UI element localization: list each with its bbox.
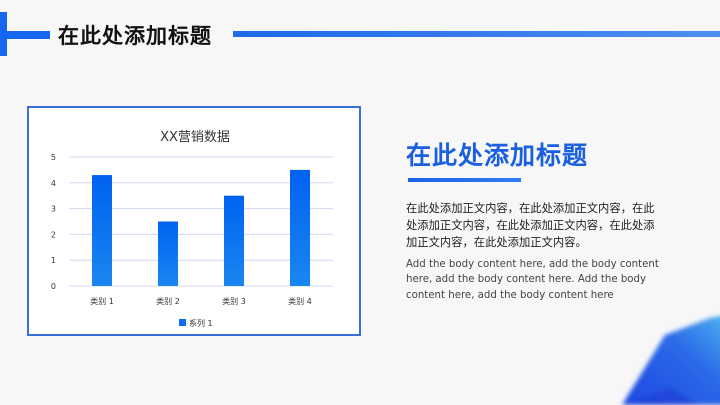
chart-frame: XX营销数据 0 1 2 3 4 5 类别 1 类别 2 类别 3 类别 4 系列 1	[27, 106, 361, 336]
bar	[158, 221, 178, 286]
section-title: 在此处添加标题	[406, 141, 589, 170]
chart-title: XX营销数据	[160, 130, 230, 145]
section-underline	[408, 178, 521, 182]
bar	[224, 195, 244, 286]
x-tick-label: 类别 3	[222, 296, 246, 306]
body-text-en: Add the body content here, add the body …	[406, 259, 659, 301]
x-tick-label: 类别 4	[288, 296, 312, 306]
header-accent-line	[0, 31, 50, 39]
legend-swatch	[179, 319, 186, 326]
x-tick-label: 类别 1	[90, 296, 114, 306]
bar-chart: XX营销数据 0 1 2 3 4 5 类别 1 类别 2 类别 3 类别 4 系列 1	[51, 130, 333, 328]
decorative-cube	[622, 316, 720, 405]
y-tick-label: 0	[51, 282, 56, 291]
y-tick-label: 1	[51, 256, 56, 265]
page-title: 在此处添加标题	[58, 24, 212, 48]
y-tick-label: 3	[51, 205, 56, 214]
y-tick-label: 4	[51, 179, 56, 188]
y-tick-label: 5	[51, 153, 56, 162]
bar	[92, 175, 112, 286]
bar	[290, 169, 310, 286]
legend-label: 系列 1	[189, 318, 213, 328]
header-divider	[233, 31, 720, 37]
y-tick-label: 2	[51, 230, 56, 239]
x-tick-label: 类别 2	[156, 296, 180, 306]
body-text-cn: 在此处添加正文内容，在此处添加正文内容，在此处添加正文内容，在此处添加正文内容，…	[406, 202, 655, 249]
